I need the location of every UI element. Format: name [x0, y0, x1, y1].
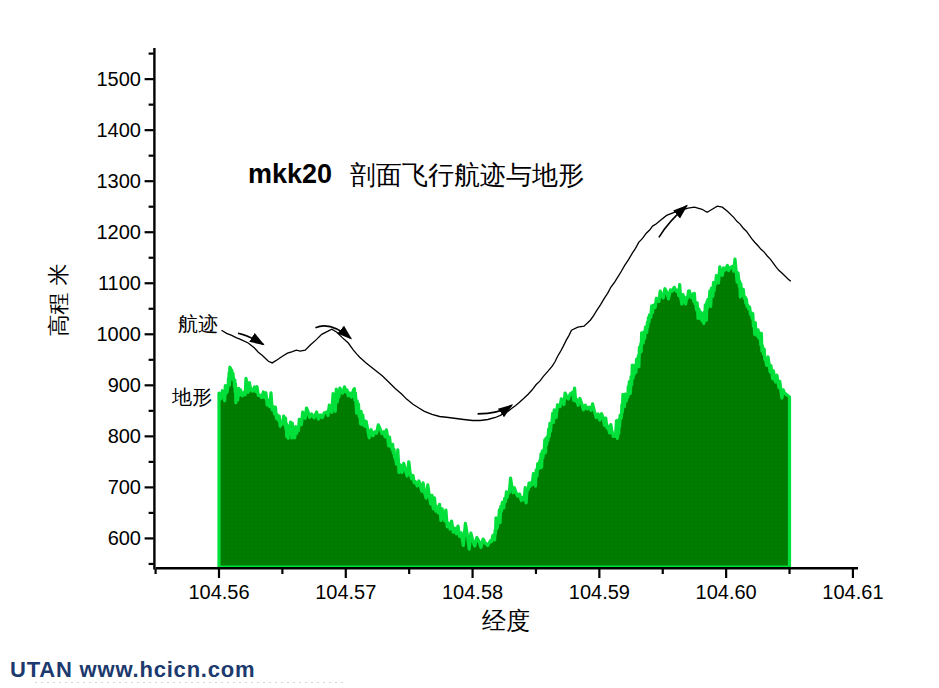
- direction-arrow: [659, 206, 687, 238]
- x-tick-label: 104.58: [442, 581, 503, 603]
- watermark-text: UTAN www.hcicn.com: [10, 657, 255, 682]
- y-tick-label: 600: [108, 527, 141, 549]
- x-tick-label: 104.56: [188, 581, 249, 603]
- chart-title-prefix: mkk20: [248, 159, 332, 189]
- x-tick-label: 104.60: [696, 581, 757, 603]
- chart-title: 剖面飞行航迹与地形: [350, 160, 584, 190]
- x-tick-label: 104.59: [569, 581, 630, 603]
- y-tick-label: 1200: [97, 221, 142, 243]
- direction-arrow: [238, 333, 263, 344]
- x-tick-label: 104.61: [822, 581, 883, 603]
- y-tick-label: 900: [108, 374, 141, 396]
- y-tick-label: 1400: [97, 119, 142, 141]
- y-tick-label: 700: [108, 476, 141, 498]
- slide: 104.56 104.57 104.58 104.59 104.60 104.61 600 7…: [0, 0, 939, 688]
- y-tick-label: 1500: [97, 68, 142, 90]
- y-tick-label: 1000: [97, 323, 142, 345]
- profile-chart: 104.56 104.57 104.58 104.59 104.60 104.61 600 7…: [0, 0, 939, 688]
- x-tick-label: 104.57: [315, 581, 376, 603]
- y-tick-label: 1100: [98, 272, 141, 294]
- trajectory-label: 航迹: [178, 312, 218, 336]
- y-tick-label: 1300: [97, 170, 142, 192]
- x-axis-title: 经度: [482, 607, 530, 635]
- direction-arrow: [315, 326, 351, 339]
- direction-arrows: [238, 206, 687, 414]
- y-tick-label: 800: [108, 425, 141, 447]
- terrain-label: 地形: [171, 385, 212, 409]
- y-axis-title: 高程 米: [46, 264, 71, 337]
